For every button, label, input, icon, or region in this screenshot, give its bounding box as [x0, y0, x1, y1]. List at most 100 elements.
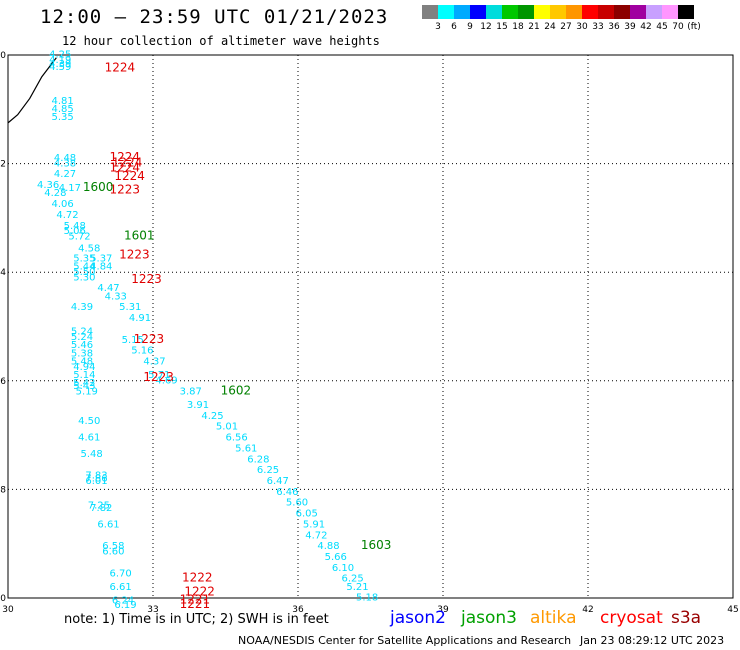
- wave-height-label: 4.91: [129, 313, 151, 324]
- wave-height-label: 4.39: [49, 59, 71, 70]
- wave-height-label: 5.60: [286, 498, 308, 509]
- wave-height-label: 6.47: [267, 476, 289, 487]
- wave-height-label: 5.24: [71, 332, 93, 343]
- color-swatch: [454, 5, 470, 19]
- page-title: 12:00 – 23:59 UTC 01/21/2023: [40, 6, 389, 28]
- wave-height-label: 6.61: [97, 519, 119, 530]
- pass-time-label: 1223: [143, 370, 174, 384]
- wave-height-label: 6.24: [112, 595, 134, 606]
- wave-height-label: 3.87: [180, 386, 202, 397]
- wave-height-label: 5.46: [71, 340, 93, 351]
- wave-height-label: 5.50: [73, 267, 95, 278]
- wave-height-label: 4.88: [317, 541, 339, 552]
- wave-height-label: 7.25: [88, 500, 110, 511]
- wave-height-label: 4.27: [54, 169, 76, 180]
- color-swatch: [534, 5, 550, 19]
- lat-label: -34: [0, 268, 6, 278]
- wave-height-label: 5.30: [73, 272, 95, 283]
- wave-height-label: 4.39: [71, 302, 93, 313]
- pass-time-label: 1221: [180, 597, 211, 611]
- color-scale-label: 21: [528, 22, 540, 32]
- wave-height-label: 5.15: [122, 335, 144, 346]
- color-scale-label: 9: [467, 22, 473, 32]
- wave-height-label: 6.25: [257, 465, 279, 476]
- wave-height-label: 3.91: [187, 400, 209, 411]
- color-swatch: [646, 5, 662, 19]
- wave-height-label: 6.70: [110, 568, 132, 579]
- pass-time-label: 1223: [134, 332, 165, 346]
- note-text: note: 1) Time is in UTC; 2) SWH is in fe…: [64, 612, 329, 627]
- wave-height-label: 6.56: [226, 433, 248, 444]
- color-scale-label: 42: [640, 22, 652, 32]
- wave-height-label: 5.06: [64, 226, 86, 237]
- color-scale-label: 30: [576, 22, 588, 32]
- color-swatch: [678, 5, 694, 19]
- wave-height-label: 5.43: [73, 381, 95, 392]
- wave-height-label: 5.48: [71, 357, 93, 368]
- color-swatch: [566, 5, 582, 19]
- wave-height-label: 6.25: [342, 574, 364, 585]
- wave-height-label: 5.72: [68, 232, 90, 243]
- wave-height-label: 4.50: [78, 416, 100, 427]
- pass-time-label: 1222: [184, 584, 215, 598]
- wave-height-label: 7.86: [85, 473, 107, 484]
- footer-credit: NOAA/NESDIS Center for Satellite Applica…: [238, 634, 572, 647]
- satellite-altika: altika: [530, 608, 577, 628]
- color-swatch: [662, 5, 678, 19]
- color-swatch: [582, 5, 598, 19]
- wave-height-label: 5.35: [73, 253, 95, 264]
- wave-height-label: 4.36: [37, 180, 59, 191]
- color-scale-label: 15: [496, 22, 508, 32]
- wave-height-label: 5.38: [71, 348, 93, 359]
- wave-height-label: 5.71: [148, 370, 170, 381]
- wave-height-label: 7.82: [90, 503, 112, 514]
- map-frame: [7, 54, 734, 599]
- pass-time-label: 1224: [114, 169, 145, 183]
- wave-height-label: 5.18: [356, 593, 378, 604]
- wave-height-label: 4.33: [105, 291, 127, 302]
- wave-height-label: 4.37: [143, 357, 165, 368]
- color-scale-bar: [422, 5, 694, 19]
- wave-height-label: 5.48: [64, 221, 86, 232]
- wave-height-label: 6.19: [114, 600, 136, 611]
- wave-height-label: 6.28: [247, 454, 269, 465]
- wave-height-label: 5.37: [90, 253, 112, 264]
- satellite-s3a: s3a: [671, 608, 702, 628]
- wave-height-label: 5.48: [81, 449, 103, 460]
- color-scale-label: 39: [624, 22, 636, 32]
- lon-label: 36: [292, 605, 304, 615]
- wave-height-label: 5.21: [346, 582, 368, 593]
- wave-height-label: 6.61: [110, 582, 132, 593]
- wave-height-label: 5.44: [73, 261, 95, 272]
- lon-label: 39: [437, 605, 449, 615]
- wave-height-label: 4.25: [49, 50, 71, 61]
- wave-height-label: 4.48: [54, 153, 76, 164]
- color-scale-label: 45: [656, 22, 668, 32]
- color-scale-labels: 3 6 9 12 15 18 21 24 27 30 33 36 39 42 45 70 (ft): [422, 19, 701, 32]
- pass-time-label: 1603: [361, 538, 392, 552]
- wave-height-label: 5.31: [119, 302, 141, 313]
- color-swatch: [502, 5, 518, 19]
- color-scale-label: 36: [608, 22, 620, 32]
- footer-timestamp: Jan 23 08:29:12 UTC 2023: [580, 634, 725, 647]
- wave-height-label: 6.60: [102, 547, 124, 558]
- wave-height-label: 4.85: [52, 104, 74, 115]
- color-swatch: [438, 5, 454, 19]
- color-swatch: [614, 5, 630, 19]
- color-swatch: [630, 5, 646, 19]
- color-scale-label: 33: [592, 22, 604, 32]
- wave-height-label: 4.47: [97, 283, 119, 294]
- wave-height-label: 5.61: [235, 443, 257, 454]
- lat-label: -36: [0, 377, 6, 387]
- lat-label: -32: [0, 160, 6, 170]
- wave-height-label: 4.25: [201, 411, 223, 422]
- pass-time-label: 1222: [182, 571, 213, 585]
- satellite-cryosat: cryosat: [600, 608, 663, 628]
- wave-height-label: 4.84: [90, 261, 112, 272]
- wave-height-label: 5.19: [76, 386, 98, 397]
- color-swatch: [518, 5, 534, 19]
- color-swatch: [598, 5, 614, 19]
- wave-height-label: 4.69: [155, 376, 177, 387]
- color-scale-label: 12: [480, 22, 492, 32]
- wave-height-label: 5.42: [73, 378, 95, 389]
